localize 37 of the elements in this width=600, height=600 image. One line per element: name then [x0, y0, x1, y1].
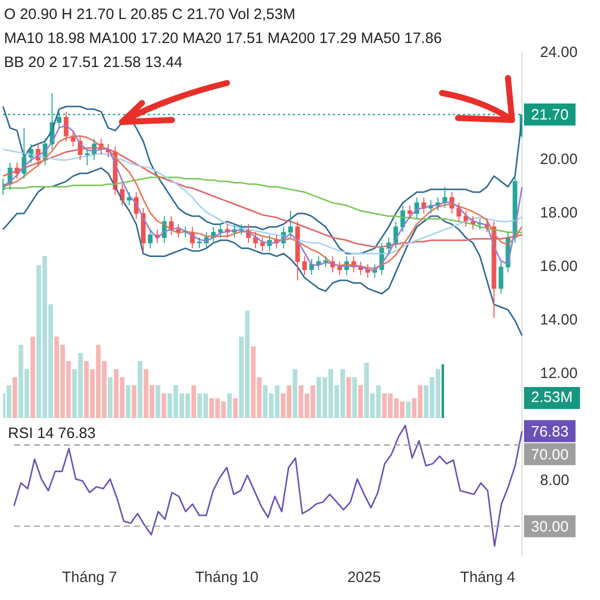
y-tick-label: 18.00 [540, 204, 578, 222]
bar [406, 401, 411, 418]
y-tick-label: 8.00 [540, 472, 570, 490]
bar [12, 377, 18, 418]
bar [132, 385, 136, 418]
bar [292, 369, 298, 418]
bar [346, 377, 351, 418]
text: 2.53M [524, 387, 580, 409]
ref-line-label: 70.00 [531, 446, 569, 464]
bar [358, 385, 363, 418]
y-tick-label: 20.00 [540, 151, 578, 168]
text: O 20.90 H 21.70 L 20.85 C 21.70 Vol 2,53M [4, 5, 296, 25]
bar [30, 336, 36, 418]
y-tick-label: 16.00 [540, 258, 578, 276]
ref-line-label: 21.70 [531, 106, 569, 124]
bar [227, 393, 232, 418]
annotation: RSI 14 76.83 [8, 424, 96, 444]
y-tick-label: 14.00 [540, 312, 578, 329]
text: MA10 18.98 MA100 17.20 MA20 17.51 MA200 17.29 MA50 17.86 [4, 29, 442, 49]
bar [156, 385, 160, 418]
data-label: 76.83 [531, 423, 569, 440]
x-tick-label: Tháng 7 [62, 569, 118, 586]
y-tick-label: 12.00 [540, 365, 578, 382]
candlestick [197, 237, 202, 249]
bar [108, 377, 113, 418]
bar [162, 393, 166, 418]
annotation: BB 20 2 17.51 21.58 13.44 [4, 53, 182, 73]
bar [126, 385, 130, 418]
bar [233, 398, 238, 418]
x-tick-label: Tháng 10 [195, 569, 259, 586]
ref-line-label: 30.00 [531, 518, 569, 536]
bar [191, 385, 196, 418]
x-tick-label: 2025 [347, 569, 381, 586]
bar [352, 377, 357, 418]
y-tick-label: 24.00 [540, 44, 578, 62]
x-tick-label: Tháng 4 [460, 569, 516, 586]
bar [138, 360, 142, 418]
